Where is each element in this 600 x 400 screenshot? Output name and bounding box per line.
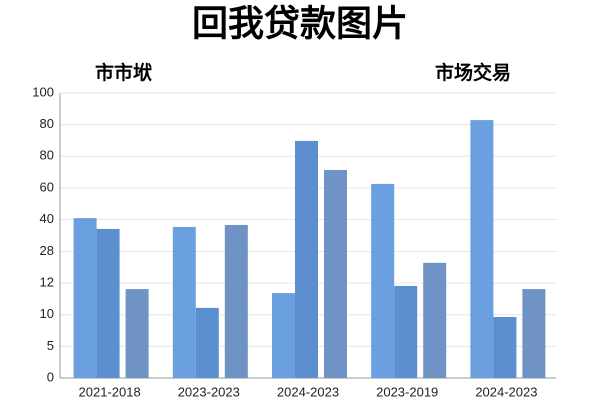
chart-title: 回我贷款图片 (192, 3, 408, 44)
y-tick-label: 60 (40, 179, 54, 194)
bar (470, 120, 494, 378)
bar (493, 317, 517, 378)
x-tick-label: 2023-2023 (178, 384, 240, 399)
y-tick-label: 100 (32, 84, 54, 99)
bar (371, 183, 395, 378)
bar (224, 224, 248, 378)
bar (125, 289, 149, 378)
y-tick-label: 0 (47, 369, 54, 384)
x-tick-label: 2023-2019 (376, 384, 438, 399)
bar (73, 218, 97, 378)
bar (195, 307, 219, 378)
x-tick-label: 2024-2023 (277, 384, 339, 399)
bar (522, 289, 546, 378)
bar (272, 293, 295, 378)
bar (96, 228, 120, 378)
bar (324, 169, 347, 378)
bar (423, 262, 447, 378)
bar (295, 140, 318, 378)
bar (394, 285, 418, 378)
y-tick-label: 12 (40, 275, 54, 290)
y-tick-label: 10 (40, 306, 54, 321)
bar (172, 226, 196, 378)
annotation: 市场交易 (435, 61, 511, 84)
y-tick-label: 80 (40, 116, 54, 131)
x-tick-label: 2021-2018 (79, 384, 141, 399)
y-tick-label: 40 (40, 211, 54, 226)
x-tick-label: 2024-2023 (475, 384, 537, 399)
y-tick-label: 80 (40, 148, 54, 163)
y-tick-label: 5 (47, 338, 54, 353)
y-tick-label: 28 (40, 243, 54, 258)
annotation: 市市垘 (95, 61, 152, 84)
